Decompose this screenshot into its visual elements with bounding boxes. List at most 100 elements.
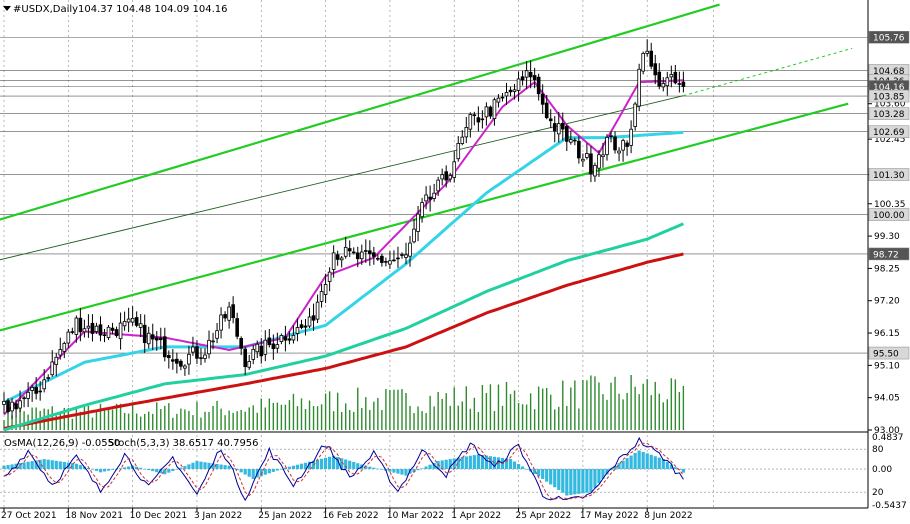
candle-body [58,349,63,356]
candle-body [376,257,380,260]
osma-bar [412,469,416,472]
osma-bar [633,453,637,470]
candle-body [10,401,14,412]
candle-body [355,252,360,260]
candle-body [299,324,304,328]
osma-bar [90,469,95,470]
candle-body [476,117,481,123]
candle-body [641,53,645,72]
osma-bar [504,458,509,470]
osma-bar [420,468,424,470]
chevron-down-icon[interactable] [3,6,11,11]
time-tick-label: 8 Jun 2022 [644,511,692,521]
osma-bar [589,469,593,493]
candle-body [581,158,585,162]
osma-bar [480,455,484,470]
osma-bar [159,469,163,474]
osma-bar [143,468,147,470]
osma-bar [231,467,235,470]
candle-body [134,317,139,326]
level-label: 101.30 [873,171,905,181]
osma-bar [299,463,304,470]
osma-bar [74,463,78,470]
candle-body [528,71,533,78]
candle-body [203,354,207,359]
candle-body [90,322,95,334]
osma-bar [557,469,561,490]
channel-line-upper [0,3,720,221]
level-label: 104.16 [873,83,905,93]
osma-bar [472,455,476,470]
candle-body [219,314,223,331]
candle-body [388,260,392,265]
candle-body [452,161,457,178]
candle-body [351,251,356,254]
level-label: 98.72 [873,250,899,260]
osma-bar [464,456,468,470]
osma-bar [665,461,669,470]
oscillator-header: OsMA(12,26,9) -0.0550 Stoch(5,3,3) 38.65… [4,438,259,449]
candle-body [496,97,501,103]
osma-bar [38,459,42,470]
candle-body [516,78,521,91]
candle-body [424,194,428,202]
candle-body [609,135,613,137]
candle-body [38,390,42,393]
osma-bar [516,464,521,470]
osma-bar [135,466,139,470]
osma-bar [127,466,131,470]
candle-body [183,365,187,369]
osma-bar [14,463,18,470]
candle-body [247,361,252,368]
candle-body [175,358,179,364]
osma-bar [533,469,537,474]
candle-body [548,118,553,122]
osma-bar [388,469,392,472]
osma-bar [661,459,665,470]
level-label-box [868,125,910,138]
osma-bar [396,469,400,474]
osma-bar [553,469,557,488]
osma-bar [42,459,46,470]
osma-bar [492,456,497,470]
level-label-box [868,30,910,44]
osma-bar [319,458,324,470]
level-label: 105.76 [873,34,905,44]
osma-bar [62,461,66,470]
osma-bar [18,463,22,470]
osma-bar [376,468,380,470]
candle-body [508,89,513,93]
candle-body [295,327,300,334]
osma-bar [259,469,263,477]
osma-bar [645,453,649,470]
candle-body [171,359,175,362]
stoch-signal-line [3,442,684,500]
candle-body [227,306,231,321]
candle-body [440,174,444,180]
osma-bar [585,469,589,493]
osma-bar [569,469,573,495]
candle-body [573,139,577,142]
candle-body [150,334,155,340]
candle-body [146,332,151,345]
candle-body [653,63,658,76]
candle-body [223,314,227,319]
osma-bar [601,469,605,479]
candle-body [130,318,135,323]
candle-body [315,301,320,320]
candle-body [444,171,448,181]
candle-body [167,355,171,359]
candle-body [343,246,348,257]
time-tick-label: 1 Apr 2022 [451,511,501,521]
osma-bar [183,466,187,470]
candle-body [303,325,308,328]
osma-bar [340,458,344,470]
osma-bar [444,459,448,470]
chart-header: #USDX,Daily 104.37 104.48 104.09 104.16 [3,4,228,15]
candle-body [291,334,296,341]
osma-bar [416,469,420,471]
candle-body [195,346,199,359]
candle-body [62,342,67,352]
candles[interactable] [2,39,686,419]
